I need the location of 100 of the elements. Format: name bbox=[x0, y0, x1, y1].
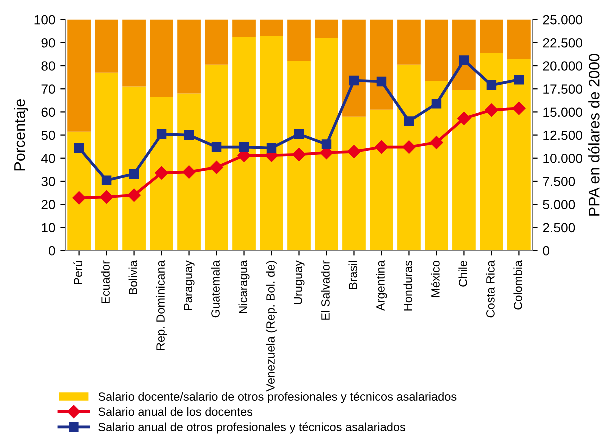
x-tick-label: Perú bbox=[74, 261, 82, 284]
y-tick-label: 50 bbox=[42, 130, 56, 140]
point bbox=[210, 161, 224, 174]
bar bbox=[205, 20, 228, 65]
bar bbox=[150, 20, 174, 98]
bar bbox=[480, 53, 504, 251]
bar bbox=[122, 20, 146, 87]
bar bbox=[508, 59, 531, 251]
bar bbox=[315, 20, 338, 38]
x-tick-label: México bbox=[431, 261, 440, 297]
x-tick-label: Costa Rica bbox=[486, 260, 495, 318]
bar bbox=[288, 61, 311, 251]
x-tick-label: Bolivia bbox=[128, 260, 138, 294]
bar bbox=[260, 36, 284, 251]
y-tick-label: 80 bbox=[42, 62, 56, 71]
point bbox=[182, 166, 196, 179]
y-tick-label: 90 bbox=[42, 38, 56, 48]
y-tick-label: 10 bbox=[42, 223, 56, 233]
y-tick-label: 40 bbox=[41, 154, 56, 164]
point bbox=[155, 166, 168, 180]
y-tick-label: 30 bbox=[42, 177, 56, 186]
bar bbox=[370, 110, 394, 251]
y2-tick-label: 12.500 bbox=[544, 130, 583, 140]
point bbox=[294, 130, 304, 140]
bar bbox=[398, 20, 421, 65]
point bbox=[74, 143, 84, 154]
point bbox=[128, 188, 141, 202]
y2-tick-label: 2.500 bbox=[543, 223, 576, 233]
bar bbox=[150, 97, 174, 251]
bar bbox=[205, 64, 228, 251]
bar bbox=[122, 86, 146, 251]
point bbox=[72, 192, 86, 205]
point bbox=[266, 143, 277, 154]
point bbox=[458, 112, 471, 126]
x-tick-label: Honduras bbox=[404, 260, 412, 311]
bar bbox=[178, 94, 201, 251]
point bbox=[184, 130, 194, 140]
point bbox=[100, 190, 114, 204]
point bbox=[239, 142, 250, 152]
point bbox=[402, 140, 416, 154]
y-tick-label: 70 bbox=[42, 84, 56, 94]
legend-label: Salario docente/salario de otros profesionales y técnicos asalariados bbox=[98, 392, 457, 404]
bar bbox=[68, 132, 91, 251]
x-tick-label: Rep. Dominicana bbox=[156, 260, 168, 350]
bar bbox=[232, 37, 256, 251]
bar bbox=[370, 20, 394, 110]
point bbox=[375, 140, 388, 154]
point bbox=[156, 130, 167, 140]
point bbox=[292, 148, 306, 162]
bar bbox=[68, 20, 91, 132]
legend-label: Salario anual de los docentes bbox=[98, 407, 253, 416]
point bbox=[376, 76, 387, 87]
point bbox=[459, 56, 470, 66]
y2-tick-label: 0 bbox=[543, 246, 550, 256]
point bbox=[129, 169, 140, 179]
point bbox=[348, 145, 361, 159]
point bbox=[349, 76, 360, 86]
y2-tick-label: 15.000 bbox=[544, 108, 583, 118]
point bbox=[404, 116, 414, 126]
point bbox=[486, 80, 497, 90]
point bbox=[430, 136, 444, 150]
point bbox=[485, 104, 498, 117]
x-tick-label: Chile bbox=[458, 261, 468, 287]
y2-tick-label: 25.000 bbox=[543, 15, 583, 25]
x-tick-label: Uruguay bbox=[294, 260, 305, 304]
y-axis-title: Porcentaje bbox=[14, 99, 28, 171]
y-tick-label: 60 bbox=[42, 108, 56, 118]
bar bbox=[342, 116, 366, 251]
x-tick-label: Ecuador bbox=[101, 260, 110, 304]
x-tick-label: Argentina bbox=[376, 260, 388, 312]
point bbox=[322, 140, 332, 150]
y2-tick-label: 22.500 bbox=[543, 38, 583, 48]
x-tick-label: Nicaragua bbox=[238, 260, 250, 314]
y2-tick-label: 7.500 bbox=[543, 177, 576, 186]
bar bbox=[452, 90, 476, 251]
bar bbox=[425, 20, 448, 82]
bar bbox=[95, 20, 118, 73]
bar bbox=[288, 20, 311, 62]
bar bbox=[232, 20, 256, 38]
x-tick-label: Paraguay bbox=[184, 260, 195, 310]
x-tick-label: Colombia bbox=[514, 260, 522, 310]
bar bbox=[398, 64, 421, 251]
x-tick-label: Guatemala bbox=[211, 260, 220, 318]
y2-tick-label: 5.000 bbox=[543, 200, 576, 210]
point bbox=[514, 75, 524, 85]
x-tick-label: El Salvador bbox=[321, 260, 330, 320]
y2-tick-label: 20.000 bbox=[543, 62, 583, 71]
point bbox=[512, 102, 526, 116]
y2-axis-title: PPA en dólares de 2000 bbox=[588, 54, 600, 216]
bar bbox=[95, 72, 118, 251]
point bbox=[212, 142, 222, 152]
y-tick-label: 0 bbox=[49, 246, 56, 256]
bar bbox=[178, 20, 201, 94]
bar bbox=[260, 20, 284, 36]
bar bbox=[508, 20, 531, 60]
bar bbox=[315, 38, 338, 251]
y-tick-label: 100 bbox=[34, 15, 56, 25]
x-tick-label: Brasil bbox=[348, 261, 358, 290]
bar bbox=[342, 20, 366, 117]
y2-tick-label: 17.500 bbox=[544, 84, 583, 94]
